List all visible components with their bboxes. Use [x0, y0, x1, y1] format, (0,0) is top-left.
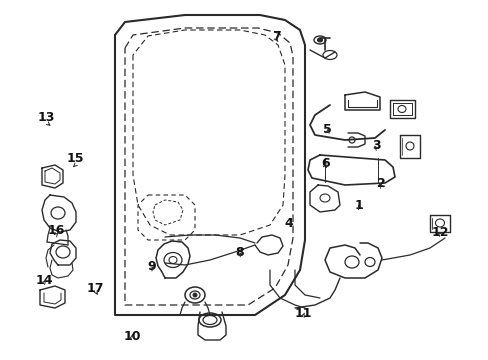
Text: 10: 10 [123, 330, 141, 343]
Text: 4: 4 [284, 217, 292, 230]
Text: 1: 1 [354, 199, 363, 212]
Text: 2: 2 [376, 177, 385, 190]
Text: 3: 3 [371, 139, 380, 152]
Text: 14: 14 [35, 274, 53, 287]
Text: 16: 16 [47, 224, 65, 237]
Text: 17: 17 [86, 282, 104, 294]
Text: 6: 6 [320, 157, 329, 170]
Text: 11: 11 [294, 307, 311, 320]
Text: 8: 8 [235, 246, 244, 258]
Text: 5: 5 [323, 123, 331, 136]
Text: 12: 12 [430, 226, 448, 239]
Text: 7: 7 [271, 30, 280, 43]
Ellipse shape [317, 38, 322, 42]
Ellipse shape [193, 293, 197, 297]
Text: 13: 13 [38, 111, 55, 123]
Text: 15: 15 [67, 152, 84, 165]
Text: 9: 9 [147, 260, 156, 273]
